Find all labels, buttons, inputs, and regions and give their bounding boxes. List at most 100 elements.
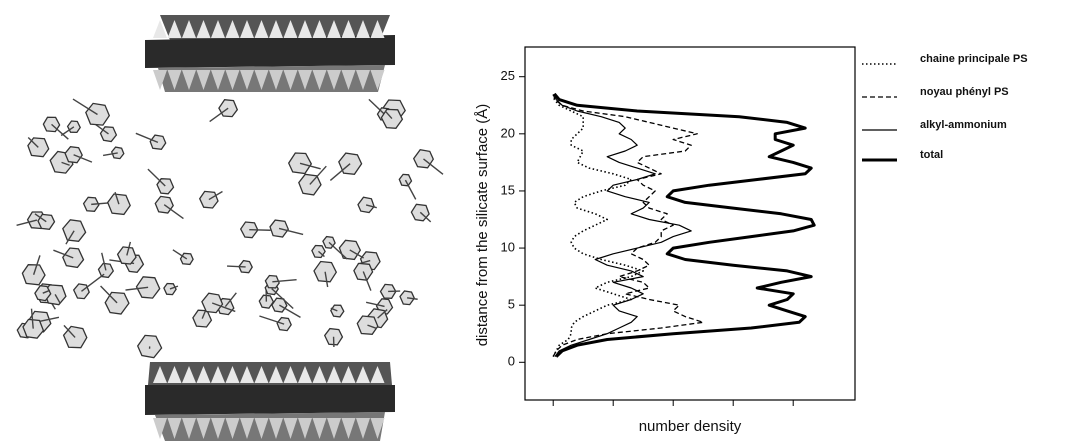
tetrahedron bbox=[225, 366, 240, 383]
tetrahedron bbox=[327, 418, 341, 439]
bond bbox=[211, 302, 236, 313]
series-line bbox=[553, 93, 692, 357]
phenyl-ring bbox=[357, 196, 375, 214]
tetrahedron bbox=[240, 70, 254, 90]
bond bbox=[61, 161, 70, 166]
tetrahedron bbox=[370, 20, 385, 38]
bond bbox=[73, 154, 93, 163]
bond bbox=[53, 249, 74, 259]
bond bbox=[299, 162, 321, 170]
tetrahedron bbox=[283, 70, 298, 90]
bond bbox=[135, 132, 159, 144]
bond bbox=[126, 241, 132, 256]
phenyl-ring bbox=[22, 318, 45, 339]
tetrahedron bbox=[225, 418, 240, 439]
silicate-top-sheet bbox=[145, 35, 395, 68]
bond bbox=[34, 213, 47, 223]
tetrahedron bbox=[196, 70, 211, 90]
tetrahedron bbox=[167, 70, 182, 90]
y-axis-label: distance from the silicate surface (Å) bbox=[474, 104, 491, 347]
bond bbox=[163, 204, 184, 220]
bond bbox=[365, 301, 385, 308]
legend-label: alkyl-ammonium bbox=[920, 119, 1007, 131]
bond bbox=[362, 271, 372, 291]
bond bbox=[309, 165, 327, 185]
bond bbox=[100, 285, 118, 304]
silicate-bottom-sheet bbox=[145, 385, 395, 415]
tetrahedron bbox=[356, 70, 370, 90]
phenyl-ring bbox=[198, 190, 219, 209]
tetrahedron bbox=[254, 366, 269, 383]
tetrahedron bbox=[153, 418, 167, 439]
tetrahedron bbox=[182, 366, 196, 383]
tetrahedron bbox=[269, 418, 283, 439]
phenyl-ring bbox=[97, 262, 115, 279]
bond bbox=[328, 241, 348, 260]
y-tick-label: 25 bbox=[501, 68, 515, 83]
tetrahedron bbox=[196, 418, 211, 439]
phenyl-ring bbox=[106, 193, 131, 216]
legend-label: total bbox=[920, 149, 943, 161]
tetrahedron bbox=[153, 70, 167, 90]
bond bbox=[224, 292, 237, 308]
tetrahedron bbox=[312, 70, 327, 90]
y-tick-label: 10 bbox=[501, 239, 515, 254]
tetrahedron bbox=[182, 20, 196, 38]
phenyl-ring bbox=[37, 213, 56, 230]
tetrahedron bbox=[211, 70, 225, 90]
phenyl-ring bbox=[313, 260, 338, 283]
bond bbox=[419, 211, 432, 223]
bond bbox=[384, 110, 393, 120]
tetrahedron bbox=[240, 366, 254, 383]
bond bbox=[32, 255, 41, 275]
tetrahedron bbox=[356, 366, 370, 383]
tetrahedron bbox=[298, 70, 312, 90]
tetrahedron bbox=[341, 418, 356, 439]
legend-label: chaine principale PS bbox=[920, 53, 1028, 65]
tetrahedron bbox=[182, 70, 196, 90]
tetrahedron bbox=[167, 20, 182, 38]
bond bbox=[54, 294, 61, 304]
bond bbox=[27, 136, 39, 148]
tetrahedron bbox=[153, 20, 167, 38]
phenyl-ring bbox=[163, 282, 177, 296]
tetrahedron bbox=[269, 70, 283, 90]
phenyl-ring bbox=[398, 173, 413, 187]
bond bbox=[63, 324, 76, 338]
tetrahedron bbox=[298, 366, 312, 383]
tetrahedron bbox=[283, 418, 298, 439]
bond bbox=[114, 191, 120, 205]
tetrahedron bbox=[283, 366, 298, 383]
phenyl-ring bbox=[104, 291, 130, 315]
bond bbox=[101, 252, 107, 271]
bond bbox=[102, 152, 118, 157]
bond bbox=[318, 250, 325, 258]
phenyl-ring bbox=[116, 246, 137, 265]
tetrahedron bbox=[341, 366, 356, 383]
tetrahedron bbox=[211, 418, 225, 439]
bond bbox=[324, 271, 329, 288]
bond bbox=[279, 304, 301, 319]
tetrahedron bbox=[327, 366, 341, 383]
bond bbox=[147, 168, 166, 187]
phenyl-ring bbox=[258, 294, 275, 309]
bond bbox=[278, 227, 304, 236]
bond bbox=[272, 279, 297, 283]
bond bbox=[404, 179, 417, 200]
tetrahedron bbox=[283, 20, 298, 38]
tetrahedron bbox=[269, 366, 283, 383]
tetrahedron bbox=[312, 418, 327, 439]
series-line bbox=[553, 92, 816, 358]
bond bbox=[249, 228, 271, 231]
y-tick-label: 15 bbox=[501, 182, 515, 197]
tetrahedron bbox=[211, 20, 225, 38]
tetrahedron bbox=[298, 20, 312, 38]
phenyl-ring bbox=[287, 152, 313, 175]
tetrahedron bbox=[341, 20, 356, 38]
phenyl-ring bbox=[201, 292, 224, 314]
tetrahedron bbox=[196, 20, 211, 38]
tetrahedron bbox=[240, 20, 254, 38]
tetrahedron bbox=[312, 20, 327, 38]
bond bbox=[60, 126, 75, 137]
